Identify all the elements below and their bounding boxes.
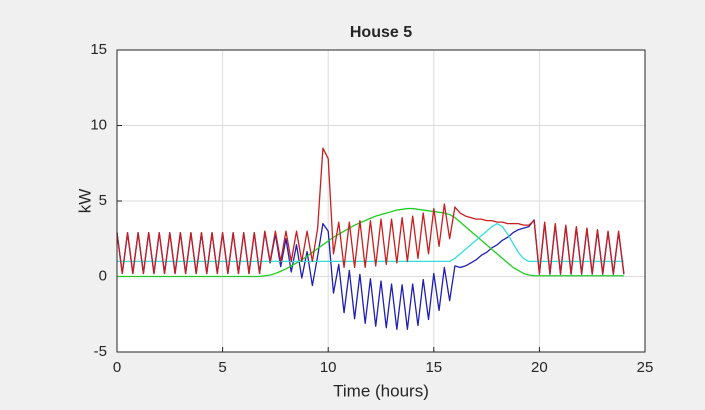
y-tick-label: 15 bbox=[90, 41, 107, 58]
x-tick-label: 25 bbox=[637, 359, 654, 376]
x-tick-label: 5 bbox=[218, 359, 226, 376]
y-tick-label: 10 bbox=[90, 116, 107, 133]
x-axis-label: Time (hours) bbox=[333, 381, 429, 400]
series-line bbox=[117, 223, 624, 263]
plot-frame bbox=[116, 49, 646, 353]
y-axis-label: kW bbox=[75, 189, 94, 214]
x-tick-label: 0 bbox=[113, 359, 121, 376]
x-tick-label: 15 bbox=[425, 359, 442, 376]
y-tick-label: 0 bbox=[99, 267, 107, 284]
series-line bbox=[116, 147, 625, 275]
y-tick-label: 5 bbox=[99, 192, 107, 209]
x-tick-label: 20 bbox=[531, 359, 548, 376]
x-tick-label: 10 bbox=[320, 359, 337, 376]
series-line bbox=[117, 207, 624, 278]
y-tick-label: -5 bbox=[94, 343, 107, 360]
chart-title: House 5 bbox=[350, 24, 412, 41]
